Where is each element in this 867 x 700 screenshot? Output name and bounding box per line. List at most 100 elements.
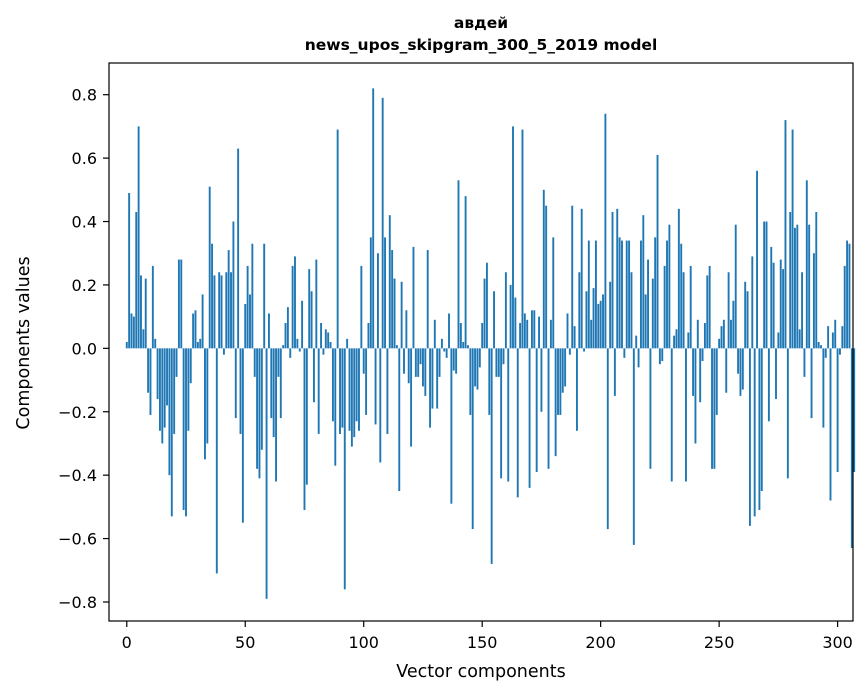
bar xyxy=(282,345,285,349)
bar xyxy=(817,342,820,349)
bar xyxy=(334,348,337,466)
bar xyxy=(846,240,849,349)
bar xyxy=(362,348,365,374)
x-tick-label: 300 xyxy=(822,633,853,652)
bar xyxy=(260,348,263,450)
bar xyxy=(639,240,642,349)
bar xyxy=(322,348,325,355)
bar xyxy=(457,180,460,349)
bar xyxy=(445,348,448,358)
bar xyxy=(753,348,756,517)
bar xyxy=(815,212,818,349)
bar xyxy=(694,348,697,444)
bar xyxy=(244,303,247,349)
bar xyxy=(213,275,216,349)
bar xyxy=(576,348,578,431)
bar xyxy=(831,332,834,349)
y-tick-label: 0.8 xyxy=(72,86,97,105)
bar xyxy=(215,348,218,574)
y-tick-label: 0.6 xyxy=(72,149,97,168)
bar xyxy=(594,240,597,349)
bar xyxy=(331,348,334,422)
bar xyxy=(246,265,249,349)
bar xyxy=(573,326,576,349)
bar xyxy=(682,272,685,349)
bar xyxy=(566,313,569,349)
bar xyxy=(286,307,289,349)
bar xyxy=(137,126,140,349)
bar xyxy=(478,348,481,368)
bar xyxy=(675,329,678,349)
bar xyxy=(725,348,728,393)
bar xyxy=(744,281,747,349)
bar xyxy=(521,129,524,349)
bar xyxy=(538,316,540,349)
bar xyxy=(628,240,631,349)
bar xyxy=(433,319,436,349)
bar xyxy=(476,348,479,390)
bar xyxy=(386,348,389,434)
bar xyxy=(324,329,327,349)
bar xyxy=(182,348,185,511)
bar xyxy=(514,297,517,349)
bar xyxy=(794,227,796,349)
bar xyxy=(256,348,259,469)
bar xyxy=(677,208,680,349)
bar xyxy=(158,348,161,431)
bar xyxy=(597,303,600,349)
bar xyxy=(500,348,503,479)
bar xyxy=(571,205,574,349)
bar xyxy=(296,338,299,349)
bar xyxy=(495,348,498,377)
bar xyxy=(284,322,287,349)
bar xyxy=(249,294,251,349)
bar xyxy=(673,335,676,349)
bar xyxy=(294,256,296,349)
x-axis-ticks: 0 50 100 150 200 250 300 xyxy=(122,621,853,652)
bar xyxy=(751,256,754,349)
bar xyxy=(384,237,386,349)
bar xyxy=(471,348,474,530)
bar xyxy=(561,348,564,393)
bar xyxy=(497,348,500,377)
bar xyxy=(151,265,154,349)
bar xyxy=(222,348,225,355)
bar xyxy=(763,221,766,349)
bar xyxy=(727,272,730,349)
bar xyxy=(746,291,749,349)
bar xyxy=(583,348,586,352)
bar xyxy=(820,345,822,349)
bar xyxy=(452,348,455,371)
bar xyxy=(490,348,493,564)
bar xyxy=(552,237,555,349)
bar xyxy=(848,243,851,349)
bar xyxy=(232,221,235,349)
bar xyxy=(706,275,709,349)
bar xyxy=(440,338,443,349)
bar xyxy=(170,348,173,517)
bar xyxy=(369,237,372,349)
bar xyxy=(509,284,512,349)
bar xyxy=(289,348,292,358)
bar xyxy=(206,348,209,444)
bar xyxy=(680,243,683,349)
bar xyxy=(194,310,197,349)
bar xyxy=(613,348,616,396)
bar xyxy=(568,348,571,355)
bar xyxy=(467,345,469,349)
bar xyxy=(341,348,344,428)
bar xyxy=(196,342,199,349)
bar xyxy=(841,326,844,349)
bar xyxy=(239,348,242,434)
bar xyxy=(317,348,320,434)
bar xyxy=(810,348,813,419)
bar xyxy=(734,224,737,349)
bar xyxy=(580,208,583,349)
bar xyxy=(772,262,775,349)
bar xyxy=(718,338,721,349)
bar xyxy=(850,348,853,549)
bar xyxy=(812,253,815,349)
chart-title-line-2: news_upos_skipgram_300_5_2019 model xyxy=(305,36,658,54)
y-tick-label: 0.4 xyxy=(72,213,97,232)
bar xyxy=(301,300,304,349)
